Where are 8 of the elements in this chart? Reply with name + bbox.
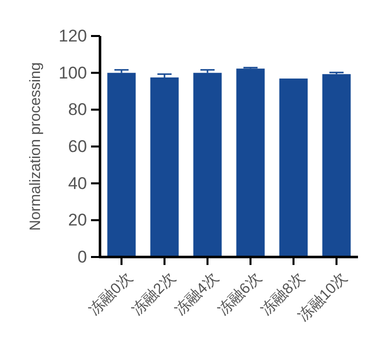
y-axis-title: Normalization processing [27,62,44,231]
y-tick-label: 40 [68,174,87,193]
y-tick-label: 80 [68,100,87,120]
y-tick-label: 60 [68,137,87,156]
y-tick-label: 20 [68,210,87,230]
y-tick-label: 100 [58,63,87,82]
y-tick-label: 0 [78,248,87,266]
y-tick-label: 120 [58,26,87,46]
